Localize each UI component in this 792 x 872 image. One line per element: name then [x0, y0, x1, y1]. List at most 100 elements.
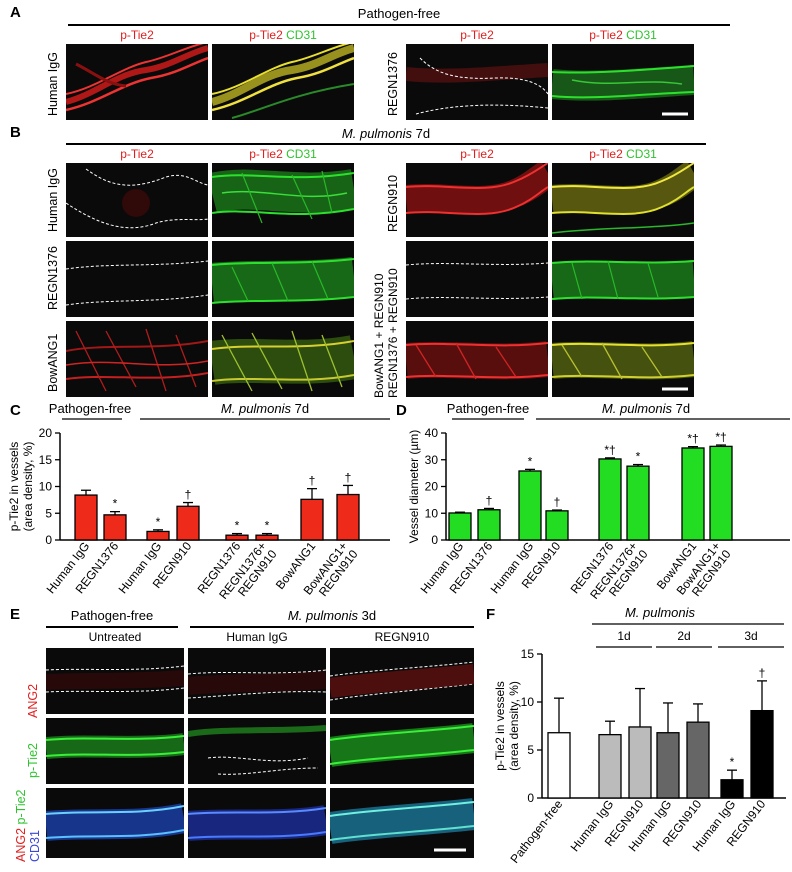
micrograph-e-humanigg-ptie2 [188, 718, 326, 784]
panel-b-row-combos: BowANG1 + REGN910 REGN1376 + REGN910 [372, 268, 400, 398]
panel-e-letter: E [10, 606, 21, 623]
panel-a-header-line [68, 24, 730, 26]
f-mark-5: * [730, 755, 735, 769]
d-bar-1 [477, 509, 501, 541]
d-mark-2: * [528, 454, 533, 468]
panel-e-header-line-right [190, 626, 474, 628]
d-ytick-label-1: 10 [425, 506, 439, 520]
panel-a-col-ptie2-left: p-Tie2 [120, 28, 154, 42]
panel-b-letter: B [10, 124, 21, 141]
c-ytick-label-3: 15 [39, 453, 53, 467]
micrograph-e-untreated-ang2 [46, 648, 184, 714]
panel-e-col-untreated: Untreated [88, 630, 142, 644]
f-bar-5 [720, 779, 744, 799]
micrograph-a-humanigg-ptie2 [66, 44, 208, 120]
f-header-label: M. pulmonis [625, 605, 696, 620]
c-mark-6: † [309, 474, 316, 488]
c-mark-3: † [185, 488, 192, 502]
micrograph-b-humanigg-ptie2 [66, 163, 208, 237]
d-bar-0 [448, 512, 472, 541]
c-mark-1: * [113, 497, 118, 511]
micrograph-b-bowang1-merge [212, 321, 354, 397]
c-mark-2: * [156, 515, 161, 529]
d-ytick-label-3: 30 [425, 453, 439, 467]
micrograph-b-combo1-merge [552, 241, 694, 317]
panel-a-letter: A [10, 4, 21, 21]
f-group-label-0: 1d [617, 629, 630, 643]
panel-e-col-humanigg: Human IgG [226, 630, 288, 644]
panel-e-header-right: M. pulmonis 3d [287, 608, 377, 623]
panel-b-col-ptie2-right: p-Tie2 [460, 147, 494, 161]
d-group-label-0: Pathogen-free [447, 401, 529, 416]
d-bar-6 [681, 447, 705, 541]
f-bar-6 [750, 709, 774, 799]
panel-b-col-ptie2-left: p-Tie2 [120, 147, 154, 161]
micrograph-b-regn910-ptie2 [406, 163, 548, 237]
micrograph-b-humanigg-merge [212, 163, 354, 237]
micrograph-e-untreated-merge [46, 788, 184, 858]
micrograph-e-untreated-ptie2 [46, 718, 184, 784]
panel-e-row-ang2: ANG2 [26, 683, 40, 718]
c-bar-1 [103, 514, 127, 541]
c-bar-3 [176, 505, 200, 541]
panel-a-col-merge-right: p-Tie2 CD31 [589, 28, 657, 42]
panel-f-chart: 0 5 10 15 p-Tie2 in vessels(area density, %)… [493, 605, 786, 866]
f-cat-label-0: Pathogen-free [508, 797, 566, 866]
panel-a-row-label-left: Human IgG [46, 52, 60, 116]
panel-b-row-humanigg: Human IgG [46, 168, 60, 232]
c-bar-5 [255, 534, 279, 541]
panel-e-header-left: Pathogen-free [70, 608, 154, 623]
d-bar-2 [518, 470, 542, 541]
micrograph-a-regn1376-ptie2 [406, 44, 548, 120]
panel-a-col-ptie2-right: p-Tie2 [460, 28, 494, 42]
micrograph-a-humanigg-merge [212, 44, 354, 120]
micrograph-b-combo2-merge [552, 321, 694, 397]
c-bar-7 [336, 493, 360, 541]
d-mark-4: *† [604, 443, 615, 457]
panel-b-header: M. pulmonis 7d [341, 126, 431, 141]
d-y-label: Vessel diameter (µm) [407, 430, 421, 544]
f-ytick-label-3: 15 [521, 647, 535, 661]
f-bar-4 [686, 721, 710, 799]
c-ytick-label-2: 10 [39, 480, 53, 494]
micrograph-b-regn910-merge [552, 163, 694, 237]
d-group-label-1: M. pulmonis 7d [602, 401, 690, 416]
f-group-label-1: 2d [677, 629, 690, 643]
c-bar-0 [74, 494, 98, 541]
d-ytick-label-2: 20 [425, 480, 439, 494]
c-group-label-0: Pathogen-free [49, 401, 131, 416]
micrograph-b-combo1-ptie2 [406, 241, 548, 317]
d-mark-3: † [554, 495, 561, 509]
panel-a-header: Pathogen-free [357, 6, 441, 21]
panel-b-row-regn910: REGN910 [386, 175, 400, 232]
panel-f-letter: F [486, 606, 496, 623]
panel-d-letter: D [396, 402, 407, 419]
panel-b-col-merge-left: p-Tie2 CD31 [249, 147, 317, 161]
f-bar-3 [656, 732, 680, 799]
c-mark-4: * [235, 519, 240, 533]
panel-a-col-merge-left: p-Tie2 CD31 [249, 28, 317, 42]
panel-c-letter: C [10, 402, 21, 419]
f-bar-0 [547, 732, 571, 799]
f-bar-1 [598, 733, 622, 799]
micrograph-b-regn1376-merge [212, 241, 354, 317]
micrograph-a-regn1376-merge [552, 44, 694, 120]
micrograph-b-combo2-ptie2 [406, 321, 548, 397]
f-ytick-label-0: 0 [527, 791, 534, 805]
micrograph-e-regn910-ptie2 [330, 718, 474, 784]
micrograph-e-regn910-ang2 [330, 648, 474, 714]
d-bar-3 [545, 510, 569, 541]
c-bar-2 [146, 530, 170, 541]
panel-e-header-line-left [46, 626, 178, 628]
d-bar-5 [626, 465, 650, 541]
micrograph-e-regn910-merge [330, 788, 474, 858]
f-ytick-label-2: 10 [521, 695, 535, 709]
c-group-label-1: M. pulmonis 7d [221, 401, 309, 416]
c-ytick-label-4: 20 [39, 426, 53, 440]
d-mark-7: *† [715, 430, 726, 444]
panel-b-header-line [66, 143, 706, 145]
c-mark-5: * [265, 519, 270, 533]
panel-e-row-ptie2: p-Tie2 [26, 743, 40, 778]
panel-a-row-label-right: REGN1376 [386, 52, 400, 116]
